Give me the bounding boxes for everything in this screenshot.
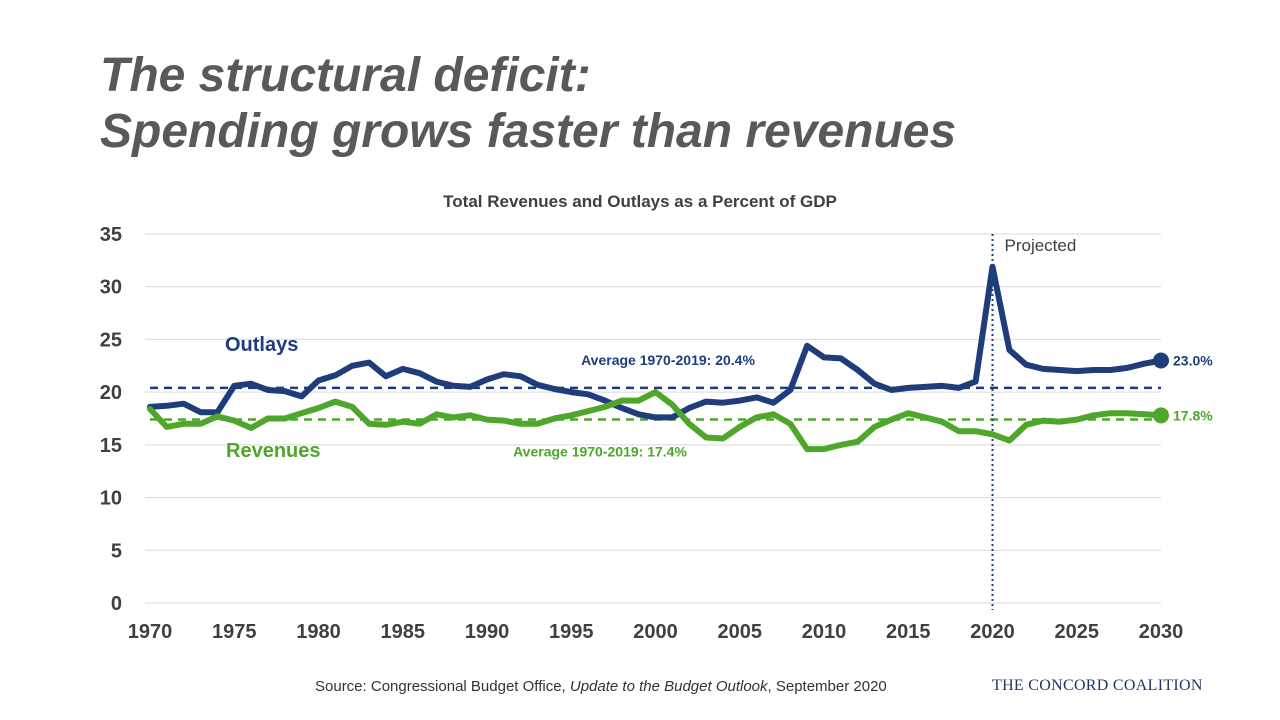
- x-tick-label-1985: 1985: [381, 621, 426, 643]
- y-tick-label-10: 10: [100, 488, 122, 510]
- end-label-revenues: 17.8%: [1173, 407, 1213, 423]
- series-label-revenues: Revenues: [226, 440, 321, 462]
- x-tick-label-1995: 1995: [549, 621, 594, 643]
- source-suffix: , September 2020: [767, 678, 887, 695]
- x-tick-label-1980: 1980: [296, 621, 341, 643]
- revenues-outlays-chart: Total Revenues and Outlays as a Percent …: [100, 192, 1213, 643]
- source-note: Source: Congressional Budget Office, Upd…: [315, 678, 887, 695]
- end-marker-outlays: [1153, 352, 1169, 369]
- x-tick-label-2010: 2010: [802, 621, 847, 643]
- average-label-revenues: Average 1970-2019: 17.4%: [513, 444, 687, 460]
- series-label-outlays: Outlays: [225, 334, 298, 356]
- x-tick-label-1990: 1990: [465, 621, 510, 643]
- series-annotations: Average 1970-2019: 20.4% Average 1970-201…: [225, 334, 1213, 462]
- y-tick-label-20: 20: [100, 382, 122, 404]
- projection-marker: Projected: [991, 234, 1077, 610]
- x-tick-label-2000: 2000: [633, 621, 678, 643]
- chart-title: Total Revenues and Outlays as a Percent …: [443, 192, 837, 211]
- slide-title-line-1: The structural deficit:: [100, 49, 591, 102]
- source-prefix: Source: Congressional Budget Office,: [315, 678, 570, 695]
- y-tick-label-5: 5: [111, 540, 122, 562]
- end-marker-revenues: [1153, 407, 1169, 424]
- y-tick-label-30: 30: [100, 277, 122, 299]
- slide-title: The structural deficit: Spending grows f…: [100, 48, 956, 160]
- concord-coalition-logo: THE CONCORD COALITION: [992, 677, 1203, 694]
- projection-label: Projected: [1005, 236, 1077, 255]
- y-axis-tick-labels: 0 5 10 15 20 25 30 35: [100, 224, 122, 615]
- x-axis-tick-labels: 1970 1975 1980 1985 1990 1995 2000 2005 2010 2015…: [128, 621, 1184, 643]
- x-tick-label-1970: 1970: [128, 621, 173, 643]
- average-label-outlays: Average 1970-2019: 20.4%: [581, 352, 755, 368]
- x-tick-label-2025: 2025: [1055, 621, 1100, 643]
- slide-title-line-2: Spending grows faster than revenues: [100, 105, 957, 158]
- series-line-revenues: [147, 389, 1164, 453]
- y-tick-label-0: 0: [111, 593, 122, 615]
- x-tick-label-2005: 2005: [718, 621, 763, 643]
- end-label-outlays: 23.0%: [1173, 353, 1213, 369]
- x-tick-label-2020: 2020: [970, 621, 1015, 643]
- x-tick-label-2015: 2015: [886, 621, 931, 643]
- y-tick-label-15: 15: [100, 435, 122, 457]
- source-publication: Update to the Budget Outlook: [569, 678, 768, 695]
- y-tick-label-35: 35: [100, 224, 122, 246]
- x-tick-label-2030: 2030: [1139, 621, 1184, 643]
- x-tick-label-1975: 1975: [212, 621, 257, 643]
- y-tick-label-25: 25: [100, 329, 122, 351]
- series-lines: [147, 263, 1169, 453]
- series-line-outlays: [147, 263, 1164, 421]
